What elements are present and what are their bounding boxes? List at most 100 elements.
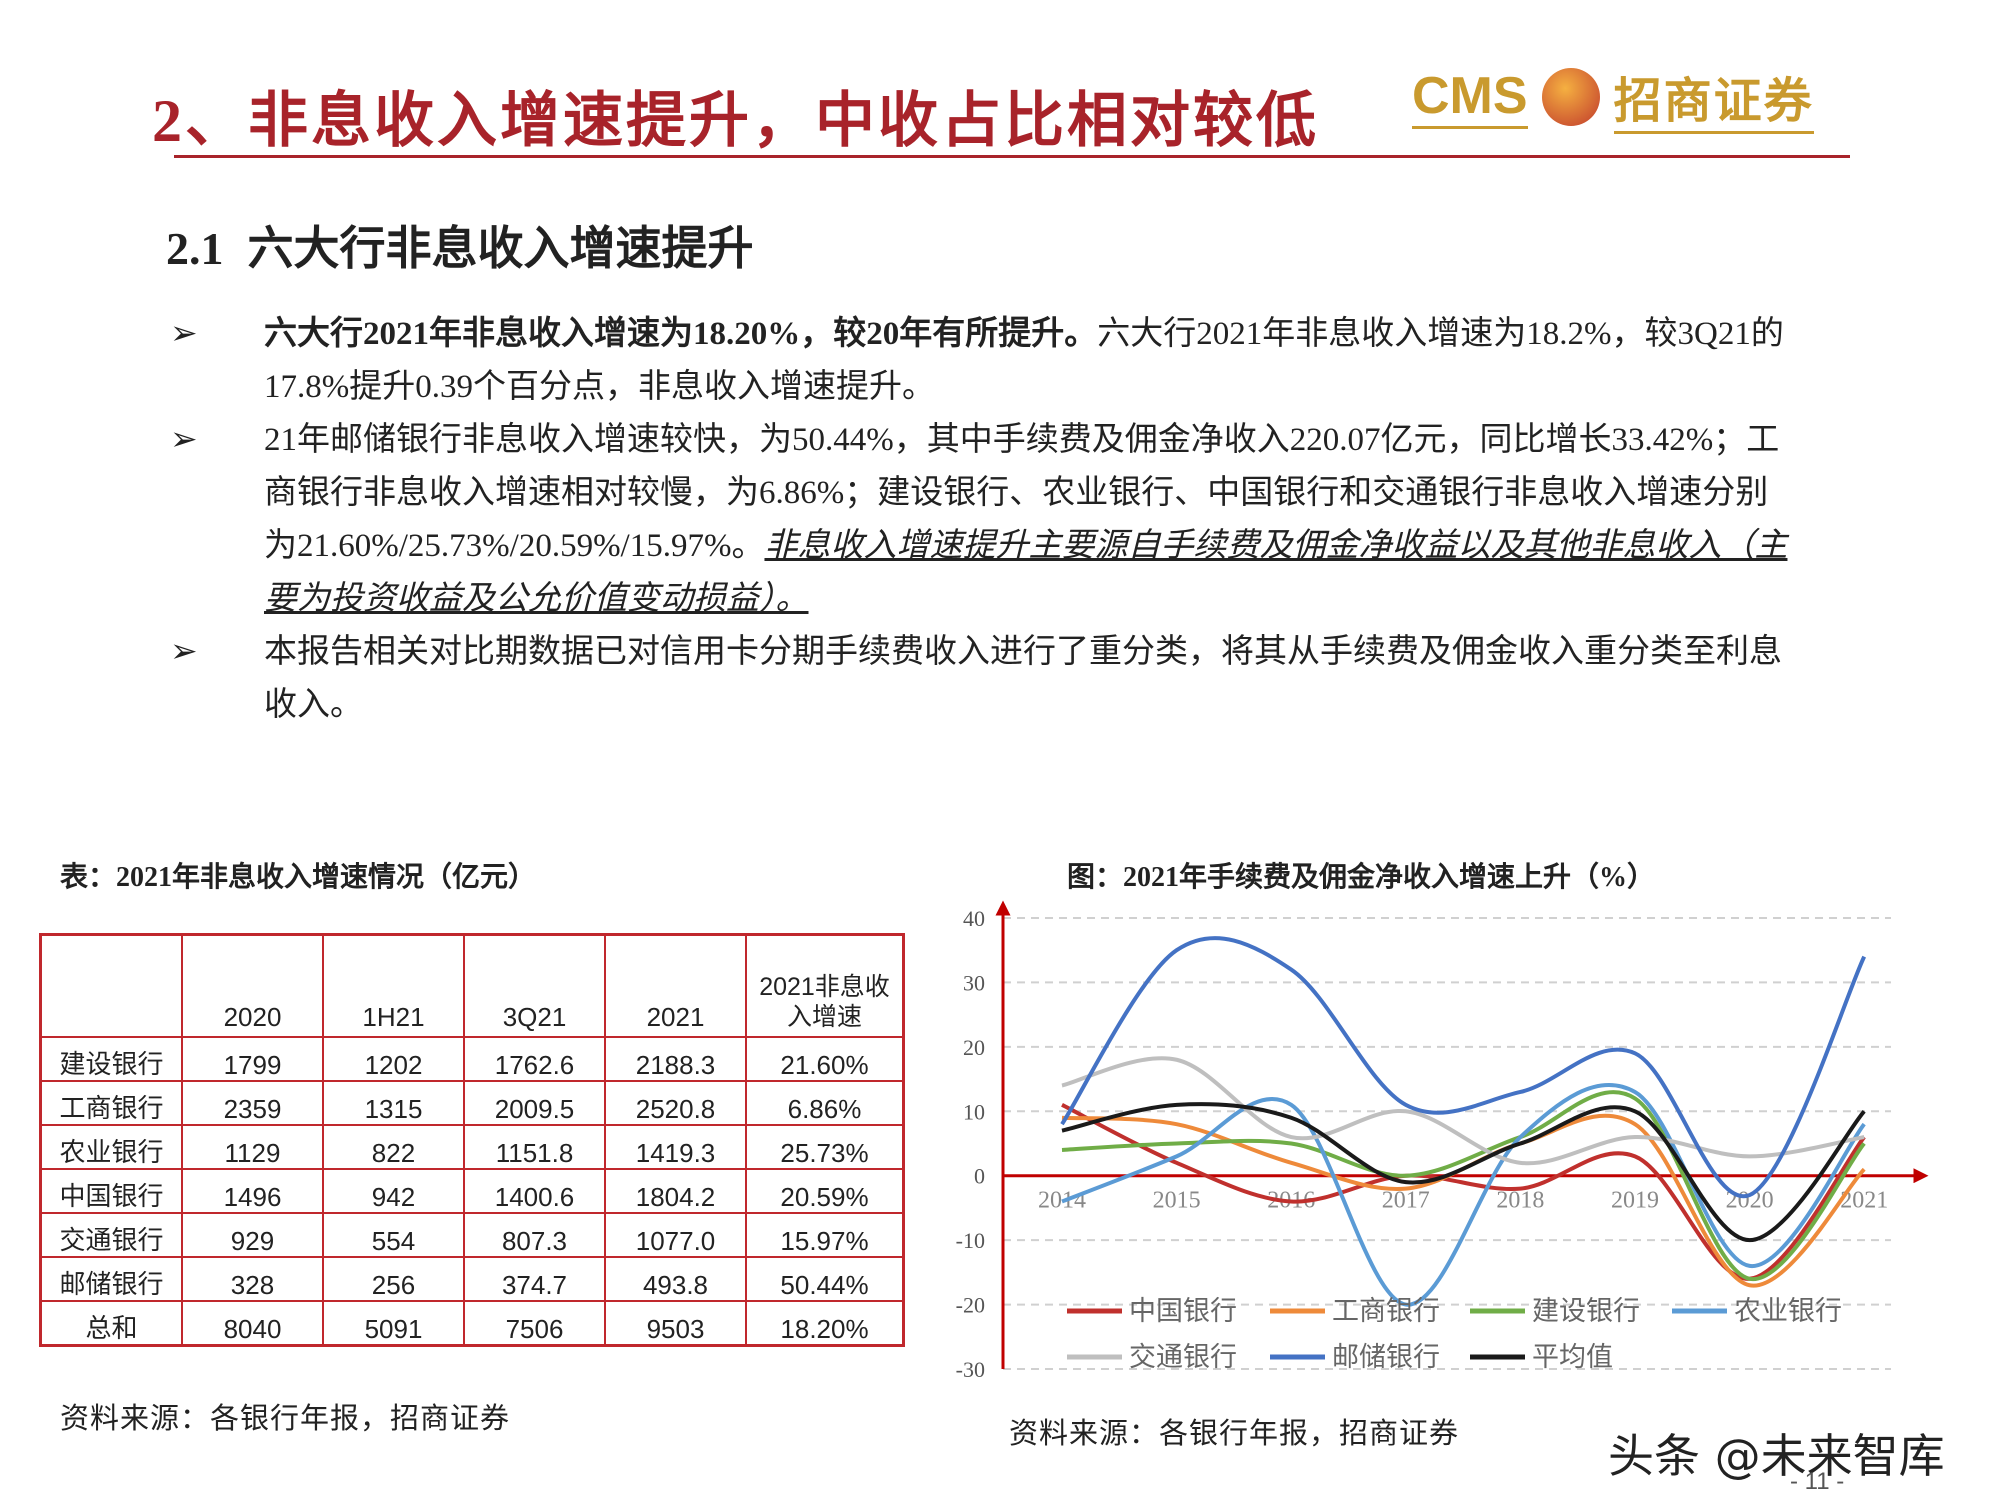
logo: CMS 招商证券 bbox=[1412, 61, 1814, 134]
table-row: 邮储银行 328 256 374.7 493.8 50.44% bbox=[39, 1256, 905, 1302]
y-tick-label: -30 bbox=[956, 1357, 985, 1382]
table-caption: 表：2021年非息收入增速情况（亿元） bbox=[60, 862, 537, 893]
table-cell: 1496 bbox=[181, 1168, 324, 1214]
table-cell: 5091 bbox=[322, 1300, 465, 1347]
table-cell: 1762.6 bbox=[463, 1036, 606, 1082]
row-header: 农业银行 bbox=[39, 1124, 183, 1170]
table-cell: 2009.5 bbox=[463, 1080, 606, 1126]
table-cell: 1400.6 bbox=[463, 1168, 606, 1214]
header-cell: 1H21 bbox=[322, 933, 465, 1038]
bullet: ➢ 21年邮储银行非息收入增速较快，为50.44%，其中手续费及佣金净收入220… bbox=[170, 414, 1790, 626]
watermark: 头条 @未来智库 bbox=[1608, 1429, 1945, 1483]
table-cell: 929 bbox=[181, 1212, 324, 1258]
row-header: 建设银行 bbox=[39, 1036, 183, 1082]
bullet-bold: 六大行2021年非息收入增速为18.20%，较20年有所提升。 bbox=[264, 316, 1098, 352]
legend-label: 平均值 bbox=[1532, 1342, 1613, 1372]
table-cell: 822 bbox=[322, 1124, 465, 1170]
bullet: ➢ 六大行2021年非息收入增速为18.20%，较20年有所提升。六大行2021… bbox=[170, 308, 1790, 414]
table-cell: 8040 bbox=[181, 1300, 324, 1347]
y-tick-label: 30 bbox=[963, 970, 985, 995]
page-title: 2、非息收入增速提升，中收占比相对较低 bbox=[152, 88, 1319, 154]
logo-icon bbox=[1541, 68, 1600, 126]
table-cell: 1077.0 bbox=[604, 1212, 747, 1258]
table-cell: 1419.3 bbox=[604, 1124, 747, 1170]
table-cell: 1151.8 bbox=[463, 1124, 606, 1170]
section-heading: 2.1 六大行非息收入增速提升 bbox=[166, 212, 754, 278]
header-cell: 2021 bbox=[604, 933, 747, 1038]
table-row: 交通银行 929 554 807.3 1077.0 15.97% bbox=[39, 1212, 905, 1258]
bullet-text: 本报告相关对比期数据已对信用卡分期手续费收入进行了重分类，将其从手续费及佣金收入… bbox=[264, 634, 1782, 723]
series-line bbox=[1061, 1056, 1865, 1166]
x-tick-label: 2018 bbox=[1496, 1188, 1544, 1214]
table-cell: 2359 bbox=[181, 1080, 324, 1126]
table-source: 资料来源：各银行年报，招商证券 bbox=[60, 1403, 511, 1435]
table-cell: 1804.2 bbox=[604, 1168, 747, 1214]
legend-label: 中国银行 bbox=[1129, 1296, 1237, 1326]
series-line bbox=[1060, 936, 1867, 1199]
table-row: 农业银行 1129 822 1151.8 1419.3 25.73% bbox=[39, 1124, 905, 1170]
title-rule bbox=[174, 155, 1850, 158]
section-number: 2.1 bbox=[166, 223, 224, 274]
logo-text: 招商证券 bbox=[1613, 61, 1814, 134]
section-title: 六大行非息收入增速提升 bbox=[247, 223, 754, 274]
table-cell: 328 bbox=[181, 1256, 324, 1302]
table-cell: 9503 bbox=[604, 1300, 747, 1347]
series-line bbox=[1061, 1102, 1866, 1243]
y-tick-label: 10 bbox=[963, 1099, 985, 1124]
header-row: 2020 1H21 3Q21 2021 2021非息收入增速 bbox=[39, 933, 905, 1038]
table-cell: 7506 bbox=[463, 1300, 606, 1347]
data-table: 2020 1H21 3Q21 2021 2021非息收入增速 建设银行 1799 1202 17… bbox=[39, 933, 905, 1347]
x-tick-label: 2019 bbox=[1611, 1188, 1659, 1214]
legend-label: 农业银行 bbox=[1734, 1296, 1842, 1326]
legend-label: 邮储银行 bbox=[1332, 1342, 1440, 1372]
table-cell: 18.20% bbox=[745, 1300, 905, 1347]
table-row: 总和 8040 5091 7506 9503 18.20% bbox=[39, 1300, 905, 1347]
bullet-emphasis: 非息收入增速提升主要源自手续费及佣金净收益以及其他非息收入（主要为投资收益及公允… bbox=[264, 528, 1788, 617]
bullet-arrow: ➢ bbox=[170, 316, 198, 352]
bullet-arrow: ➢ bbox=[170, 422, 198, 458]
table-cell: 1799 bbox=[181, 1036, 324, 1082]
table-row: 建设银行 1799 1202 1762.6 2188.3 21.60% bbox=[39, 1036, 905, 1082]
y-tick-label: -20 bbox=[956, 1293, 985, 1318]
table-cell: 25.73% bbox=[745, 1124, 905, 1170]
legend-label: 建设银行 bbox=[1532, 1296, 1640, 1326]
page-number: - 11 - bbox=[1790, 1468, 1845, 1495]
row-header: 中国银行 bbox=[39, 1168, 183, 1214]
chart-title: 图：2021年手续费及佣金净收入增速上升（%） bbox=[1067, 862, 1656, 893]
header-cell: 2020 bbox=[181, 933, 324, 1038]
legend-label: 交通银行 bbox=[1129, 1342, 1237, 1372]
table-cell: 1129 bbox=[181, 1124, 324, 1170]
header-cell bbox=[39, 933, 183, 1038]
table-cell: 256 bbox=[322, 1256, 465, 1302]
header-cell: 2021非息收入增速 bbox=[745, 933, 905, 1038]
row-header: 总和 bbox=[39, 1300, 183, 1347]
table-cell: 374.7 bbox=[463, 1256, 606, 1302]
table-cell: 15.97% bbox=[745, 1212, 905, 1258]
table-cell: 942 bbox=[322, 1168, 465, 1214]
table-cell: 21.60% bbox=[745, 1036, 905, 1082]
bullet-text: 六大行2021年非息收入增速为18.2%，较3Q21的17.8%提升0.39个百… bbox=[264, 316, 1784, 405]
y-tick-label: -10 bbox=[956, 1228, 985, 1253]
y-tick-label: 20 bbox=[963, 1035, 985, 1060]
logo-text: CMS bbox=[1412, 66, 1528, 129]
bullet-text: 21年邮储银行非息收入增速较快，为50.44%，其中手续费及佣金净收入220.0… bbox=[264, 422, 1780, 564]
row-header: 邮储银行 bbox=[39, 1256, 183, 1302]
table-row: 工商银行 2359 1315 2009.5 2520.8 6.86% bbox=[39, 1080, 905, 1126]
table-cell: 2188.3 bbox=[604, 1036, 747, 1082]
chart-source: 资料来源：各银行年报，招商证券 bbox=[1009, 1418, 1460, 1450]
row-header: 工商银行 bbox=[39, 1080, 183, 1126]
bullet-arrow: ➢ bbox=[170, 634, 198, 670]
series-line bbox=[1061, 1090, 1866, 1281]
table-cell: 1202 bbox=[322, 1036, 465, 1082]
table-cell: 493.8 bbox=[604, 1256, 747, 1302]
table-cell: 2520.8 bbox=[604, 1080, 747, 1126]
table-cell: 807.3 bbox=[463, 1212, 606, 1258]
table-cell: 6.86% bbox=[745, 1080, 905, 1126]
bullet: ➢ 本报告相关对比期数据已对信用卡分期手续费收入进行了重分类，将其从手续费及佣金… bbox=[170, 626, 1790, 732]
table-row: 中国银行 1496 942 1400.6 1804.2 20.59% bbox=[39, 1168, 905, 1214]
x-tick-label: 2017 bbox=[1382, 1188, 1430, 1214]
table-cell: 554 bbox=[322, 1212, 465, 1258]
header-cell: 3Q21 bbox=[463, 933, 606, 1038]
